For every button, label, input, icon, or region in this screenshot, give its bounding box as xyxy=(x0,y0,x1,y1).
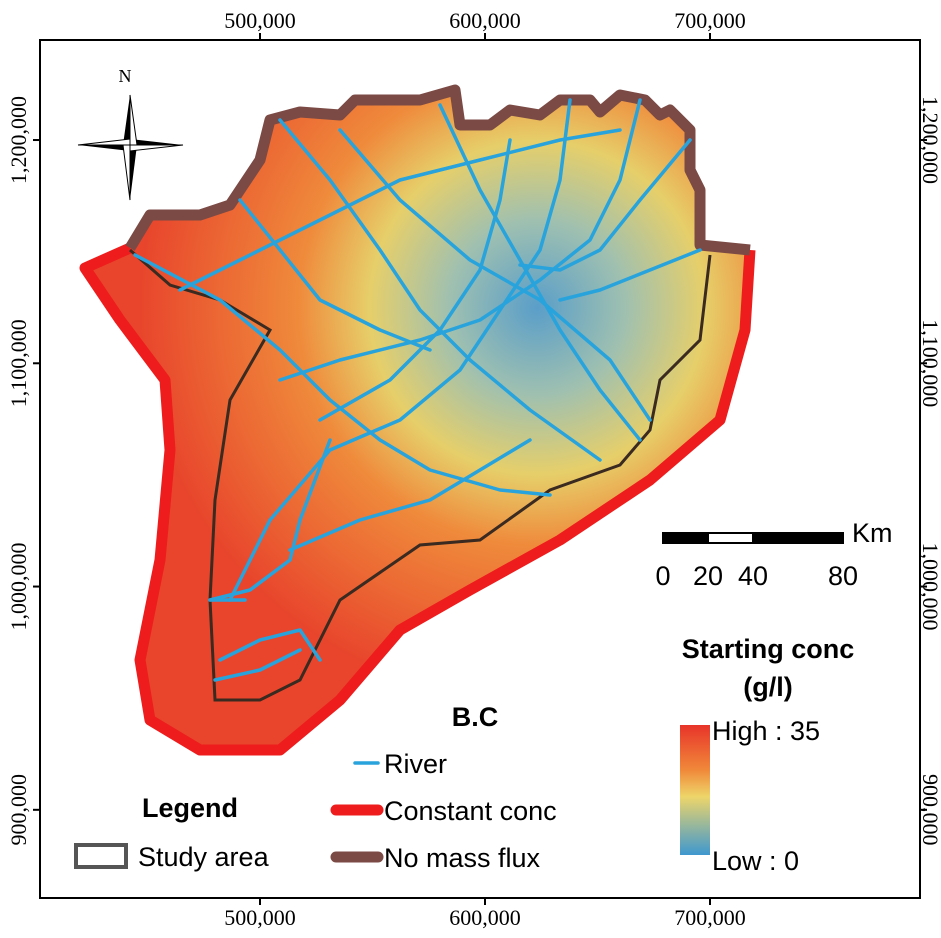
legend-title: Legend xyxy=(142,793,238,823)
colorbar xyxy=(680,725,710,855)
colorbar-title: Starting conc xyxy=(682,634,855,664)
north-label: N xyxy=(119,66,132,86)
scale-unit: Km xyxy=(852,518,893,548)
scale-label: 40 xyxy=(738,561,768,591)
colorbar-low: Low : 0 xyxy=(712,846,799,876)
scale-bar: 0 20 40 80 xyxy=(655,532,858,591)
scale-label: 80 xyxy=(828,561,858,591)
y-tick-label: 1,100,000 xyxy=(918,319,941,407)
north-arrow xyxy=(77,94,184,201)
y-tick-label: 1,100,000 xyxy=(6,319,31,407)
y-tick-label: 1,000,000 xyxy=(6,543,31,631)
study-area-label: Study area xyxy=(138,842,270,872)
y-tick-label: 1,000,000 xyxy=(918,543,941,631)
scale-segment xyxy=(752,532,844,544)
legend-label: Constant conc xyxy=(384,796,557,826)
x-tick-label: 600,000 xyxy=(449,8,521,33)
scale-label: 0 xyxy=(655,561,670,591)
constant-conc-boundary xyxy=(79,242,756,756)
y-tick-label: 1,200,000 xyxy=(918,96,941,184)
y-tick-label: 900,000 xyxy=(6,774,31,846)
x-tick-label: 700,000 xyxy=(674,8,746,33)
legend-label: River xyxy=(384,749,447,779)
colorbar-high: High : 35 xyxy=(712,716,820,746)
x-tick-label: 500,000 xyxy=(224,905,296,930)
bc-title: B.C xyxy=(452,702,499,732)
scale-label: 20 xyxy=(693,561,723,591)
study-area-swatch xyxy=(74,843,128,869)
rivers xyxy=(133,98,702,682)
y-tick-label: 1,200,000 xyxy=(6,96,31,184)
x-tick-label: 700,000 xyxy=(674,905,746,930)
scale-segment xyxy=(662,532,709,544)
x-tick-label: 600,000 xyxy=(449,905,521,930)
y-tick-label: 900,000 xyxy=(918,774,941,846)
legend-label: No mass flux xyxy=(384,843,541,873)
x-tick-label: 500,000 xyxy=(224,8,296,33)
scale-segment xyxy=(707,532,754,544)
study-area-outline xyxy=(129,248,712,702)
colorbar-unit: (g/l) xyxy=(743,672,792,702)
no-mass-flux-boundary xyxy=(125,84,751,256)
